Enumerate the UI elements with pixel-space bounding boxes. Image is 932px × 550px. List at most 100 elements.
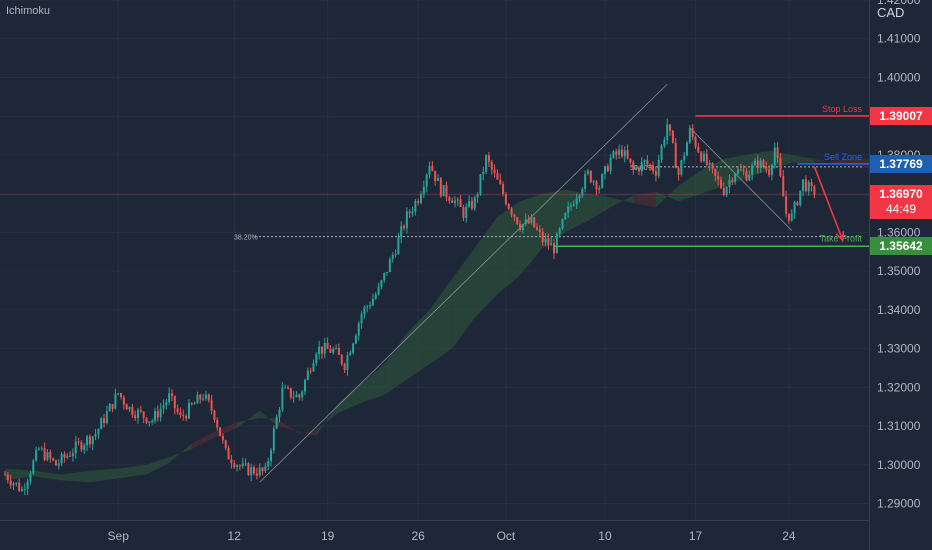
candle-up: [442, 185, 445, 197]
cloud-segment: [61, 470, 90, 483]
candle-up: [482, 171, 485, 175]
candle-down: [722, 187, 725, 196]
candle-down: [671, 130, 674, 143]
projection-arrow-shaft: [813, 166, 844, 241]
candle-up: [799, 190, 802, 206]
candle-down: [69, 455, 72, 457]
pattern-line: [689, 127, 793, 231]
candle-down: [519, 224, 522, 230]
candle-up: [306, 370, 309, 380]
candle-down: [765, 167, 768, 170]
candle-up: [485, 155, 488, 172]
candle-up: [773, 147, 776, 166]
candle-up: [420, 194, 423, 203]
candle-up: [303, 379, 306, 392]
candle-down: [615, 151, 618, 155]
candle-down: [326, 343, 329, 349]
candle-up: [369, 305, 372, 307]
candle-down: [796, 202, 799, 206]
candle-down: [439, 178, 442, 197]
cloud-segment: [452, 247, 475, 349]
candle-down: [213, 410, 216, 420]
candle-up: [734, 173, 737, 182]
candle-down: [131, 406, 134, 416]
candle-up: [281, 387, 284, 410]
candle-down: [190, 403, 193, 405]
candle-up: [114, 393, 117, 409]
candle-down: [626, 150, 629, 159]
candle-up: [807, 182, 810, 192]
candle-down: [434, 170, 437, 182]
candle-down: [185, 416, 188, 419]
candle-up: [37, 448, 40, 450]
candle-up: [578, 195, 581, 199]
candle-down: [403, 226, 406, 229]
candle-up: [377, 286, 380, 295]
candle-down: [742, 170, 745, 172]
candle-up: [352, 343, 355, 353]
time-axis: Sep 12 19 26 Oct 10 17 24: [108, 529, 796, 543]
candle-down: [340, 354, 343, 365]
candle-down: [717, 175, 720, 180]
candle-up: [422, 186, 425, 195]
cloud-segment: [191, 431, 215, 450]
cloud-segment: [655, 185, 679, 208]
cloud-segment: [587, 193, 611, 221]
candle-up: [357, 323, 360, 336]
candle-up: [572, 204, 575, 206]
stop-loss-price-tag: 1.39007: [870, 106, 932, 125]
sell-zone-price-tag: 1.37769: [870, 154, 932, 173]
candle-down: [343, 364, 346, 370]
candle-up: [468, 201, 471, 207]
time-tick-label: 24: [782, 529, 796, 543]
candle-down: [632, 162, 635, 170]
candle-down: [504, 194, 507, 205]
candle-up: [159, 408, 162, 418]
candle-down: [502, 184, 505, 195]
candle-up: [680, 160, 683, 175]
candle-up: [683, 155, 686, 161]
candle-up: [586, 170, 589, 174]
candle-up: [544, 238, 547, 243]
candle-down: [287, 387, 289, 389]
candle-up: [32, 460, 35, 474]
indicator-title[interactable]: Ichimoku: [6, 5, 51, 17]
candle-up: [366, 306, 369, 308]
candle-up: [703, 153, 706, 162]
candle-up: [394, 254, 397, 256]
candle-down: [510, 208, 513, 215]
time-tick-label: 10: [598, 529, 612, 543]
candle-down: [697, 146, 700, 153]
cloud-segment: [406, 309, 430, 380]
candle-up: [371, 298, 374, 306]
candle-up: [202, 398, 205, 400]
candle-down: [629, 158, 632, 163]
candle-down: [711, 163, 714, 169]
candle-up: [436, 178, 439, 182]
sell-zone-price: 1.37769: [879, 156, 923, 171]
candle-down: [122, 397, 125, 405]
candle-up: [105, 411, 108, 424]
candle-up: [74, 441, 77, 454]
candle-up: [193, 403, 196, 405]
candle-up: [241, 463, 244, 467]
candle-up: [751, 165, 754, 175]
candle-down: [179, 412, 182, 415]
cloud-segment: [276, 418, 300, 434]
candle-down: [779, 157, 782, 177]
candle-down: [227, 447, 230, 460]
bar-countdown: 44:49: [885, 201, 917, 216]
candle-up: [383, 272, 386, 281]
candle-up: [388, 259, 391, 273]
candle-up: [380, 280, 383, 287]
candle-down: [125, 404, 128, 410]
candle-down: [533, 217, 536, 228]
candle-up: [618, 149, 621, 155]
candle-up: [354, 335, 357, 344]
candle-down: [654, 171, 657, 176]
candle-up: [196, 394, 199, 404]
candle-up: [686, 142, 689, 156]
price-tick-label: 1.33000: [877, 342, 921, 356]
candle-down: [120, 393, 123, 398]
